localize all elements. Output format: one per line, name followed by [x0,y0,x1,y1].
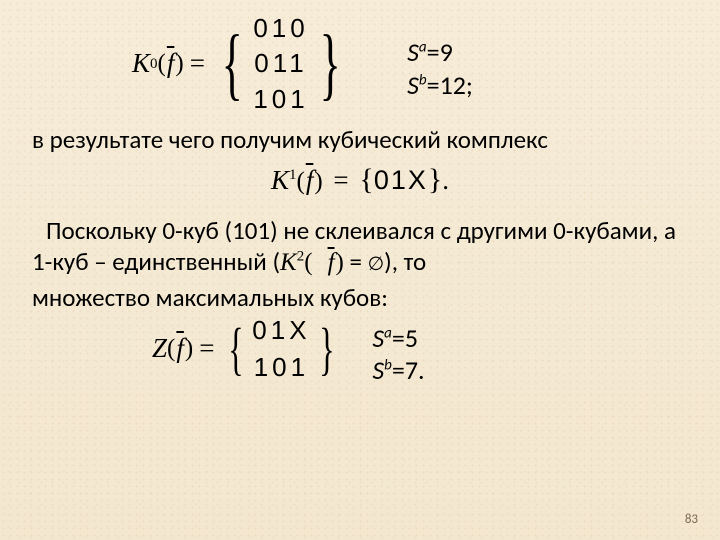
right-brace-icon: } [319,24,340,104]
right-brace-icon: } [319,320,334,378]
page-number: 83 [685,512,698,528]
stats-block-1: Sa=9 Sb=12; [407,36,473,101]
equation-k1: K1(f) = {01X}. [32,161,688,199]
eq4-matrix: 01X 101 [250,312,312,385]
left-brace-icon: { [222,24,243,104]
eq1-arg: f [166,47,176,81]
stats-block-2: Sa=5 Sb=7. [372,322,424,387]
paragraph-3: множество максимальных кубов: [32,282,688,313]
paragraph-1: в результате чего получим кубический ком… [32,124,688,155]
equation-row-2: Z ( f ) = { 01X 101 } Sa=5 Sb=7. [32,314,688,387]
paragraph-2: Поскольку 0-куб (101) не склеивался с др… [32,215,688,279]
slide-content: { "colors": { "background_top": "#f6ecd8… [0,0,720,540]
equation-row-1: K0 ( f ) = { 010 011 101 } Sa=9 Sb=12; [32,14,688,114]
equation-z: Z ( f ) = { 01X 101 } [152,314,342,384]
empty-set-icon: ∅ [368,254,385,275]
eq1-sup: 0 [150,55,158,74]
eq1-matrix: 010 011 101 [251,11,310,116]
equation-k0: K0 ( f ) = { 010 011 101 } [132,14,351,114]
left-brace-icon: { [229,320,244,378]
eq1-var: K [132,47,150,81]
